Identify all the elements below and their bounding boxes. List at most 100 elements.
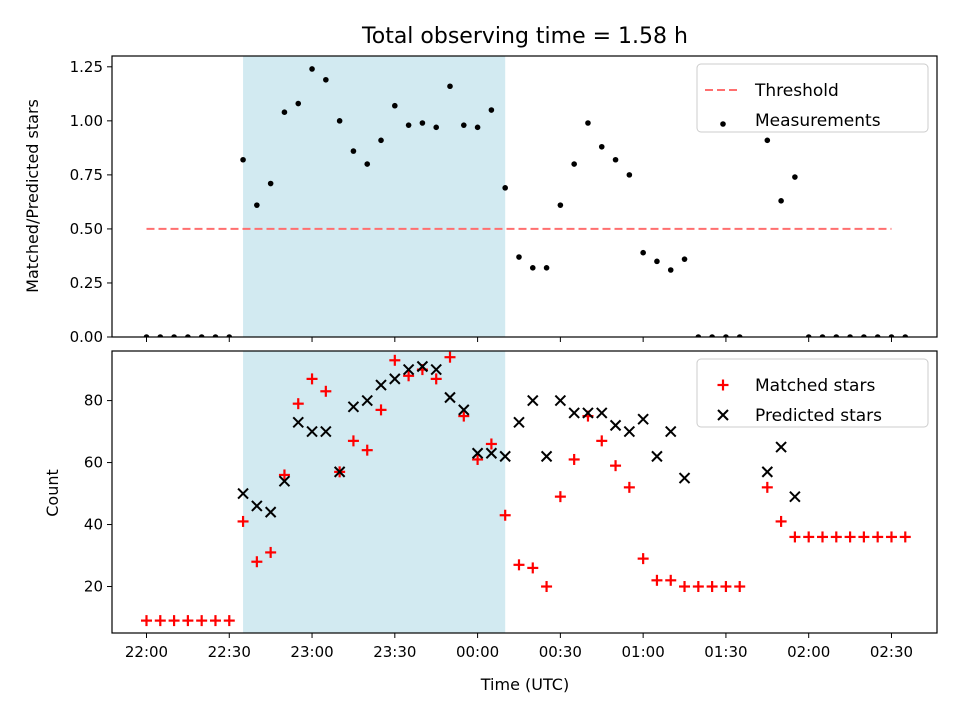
measurement-point xyxy=(681,256,688,262)
predicted-star-point xyxy=(333,466,346,478)
matched-star-point xyxy=(306,373,318,385)
measurement-point xyxy=(571,161,577,167)
measurement-point xyxy=(792,174,798,180)
predicted-star-point xyxy=(375,379,387,391)
measurement-point xyxy=(778,198,784,204)
x-tick-label: 00:30 xyxy=(539,643,582,661)
measurement-point xyxy=(254,202,260,208)
measurement-point xyxy=(640,249,646,256)
matched-star-point xyxy=(278,469,290,481)
predicted-star-point xyxy=(665,425,677,438)
matched-star-point xyxy=(679,581,691,593)
x-axis-label: Time (UTC) xyxy=(480,675,569,694)
matched-star-point xyxy=(527,562,539,574)
measurement-point xyxy=(502,185,508,191)
predicted-star-point xyxy=(444,391,456,404)
measurement-point xyxy=(709,334,715,337)
predicted-star-point xyxy=(237,487,249,500)
matched-star-point xyxy=(665,574,677,586)
predicted-star-point xyxy=(637,413,649,425)
matched-star-point xyxy=(816,531,828,543)
measurement-point xyxy=(585,120,591,126)
matched-star-point xyxy=(168,615,180,627)
matched-star-point xyxy=(623,481,635,493)
predicted-star-point xyxy=(582,407,594,419)
measurement-point xyxy=(433,124,440,131)
predicted-star-point xyxy=(306,425,318,438)
matched-star-point xyxy=(154,615,166,627)
measurement-point xyxy=(474,124,481,131)
matched-star-point xyxy=(899,531,911,543)
x-tick-label: 01:30 xyxy=(704,643,747,661)
x-tick-label: 02:00 xyxy=(787,643,830,661)
matched-star-point xyxy=(444,351,456,363)
matched-star-point xyxy=(485,438,497,450)
matched-star-point xyxy=(182,615,194,627)
measurement-point xyxy=(654,258,660,265)
measurement-point xyxy=(888,334,895,337)
measurement-point xyxy=(819,334,826,337)
measurement-point xyxy=(364,161,371,167)
matched-star-point xyxy=(734,581,746,593)
measurement-point xyxy=(874,334,881,337)
matched-star-point xyxy=(472,453,484,465)
matched-star-point xyxy=(265,546,277,558)
measurement-point xyxy=(543,265,550,271)
measurement-point xyxy=(295,100,302,107)
matched-star-point xyxy=(209,615,221,627)
predicted-star-point xyxy=(320,425,332,438)
measurement-point xyxy=(350,148,357,154)
measurement-point xyxy=(557,202,564,208)
chart-title: Total observing time = 1.58 h xyxy=(361,24,688,49)
predicted-star-point xyxy=(554,394,567,407)
x-tick-label: 02:30 xyxy=(870,643,913,661)
measurement-point xyxy=(723,334,729,337)
predicted-star-point xyxy=(513,416,525,428)
x-tick-label: 22:00 xyxy=(125,643,168,661)
matched-star-point xyxy=(541,581,553,593)
matched-star-point xyxy=(375,404,387,416)
x-tick-label: 00:00 xyxy=(456,643,499,661)
y-tick-label: 0.00 xyxy=(70,328,103,346)
matched-star-point xyxy=(885,531,897,543)
predicted-star-point xyxy=(775,441,787,453)
predicted-star-point xyxy=(471,447,484,459)
matched-star-point xyxy=(513,559,525,571)
matched-star-point xyxy=(720,581,732,593)
matched-star-point xyxy=(596,435,608,447)
legend-label: Matched stars xyxy=(755,376,875,396)
matched-star-point xyxy=(223,615,235,627)
predicted-star-point xyxy=(292,416,304,428)
predicted-star-point xyxy=(347,401,360,413)
axes-frame xyxy=(111,350,938,634)
legend-matched-swatch xyxy=(717,379,729,391)
matched-star-point xyxy=(403,370,415,382)
predicted-star-point xyxy=(458,404,470,416)
measurement-point xyxy=(516,254,522,260)
predicted-star-point xyxy=(251,500,263,512)
bottom-panel: 22:00 22:30 23:00 23:30 00:00 00:30 01:00 01:30… xyxy=(84,350,938,661)
matched-star-point xyxy=(320,385,332,397)
predicted-star-point xyxy=(278,475,291,487)
x-tick-label: 23:30 xyxy=(373,643,416,661)
matched-star-point xyxy=(637,553,649,565)
top-panel: 0.00 0.25 0.50 0.75 1.00 1.25 Threshold Measure… xyxy=(70,55,938,346)
measurement-point xyxy=(447,83,453,90)
shaded-observing-interval xyxy=(243,351,506,633)
matched-star-point xyxy=(761,481,773,493)
measurement-point xyxy=(764,137,771,144)
bottom-y-axis-label: Count xyxy=(43,469,62,517)
y-tick-label: 20 xyxy=(84,578,103,596)
measurement-point xyxy=(198,334,205,337)
x-tick-label: 01:00 xyxy=(622,643,665,661)
measurement-point xyxy=(667,267,674,273)
matched-star-point xyxy=(610,460,622,472)
matched-star-point xyxy=(803,531,815,543)
matched-star-point xyxy=(292,398,304,410)
measurement-point xyxy=(736,334,743,337)
measurement-point xyxy=(185,334,191,337)
matched-star-point xyxy=(140,615,152,627)
top-legend: Threshold Measurements xyxy=(696,63,929,133)
matched-star-point xyxy=(844,531,856,543)
